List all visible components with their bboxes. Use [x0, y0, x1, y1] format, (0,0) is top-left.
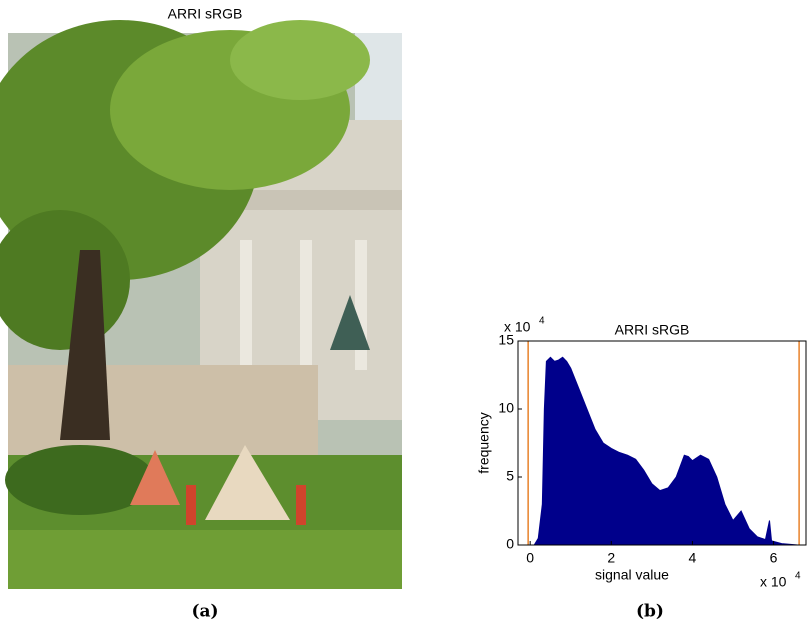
x-axis-label: signal value	[595, 567, 669, 583]
histogram: 0 2 4 6 0 5 10 15 ARRI sRGB signal value frequency…	[476, 316, 807, 622]
y-axis-label: frequency	[476, 412, 492, 473]
multiplier-exp: 4	[795, 571, 801, 582]
x-tick-label: 0	[526, 550, 534, 566]
histogram-area	[530, 356, 798, 546]
y-tick-label: 0	[506, 536, 514, 552]
multiplier-exp: 4	[539, 316, 545, 327]
x-tick-label: 6	[770, 550, 778, 566]
y-tick-label: 15	[498, 332, 514, 348]
y-tick-label: 5	[506, 468, 514, 484]
x-tick-label: 2	[607, 550, 615, 566]
image-title: ARRI sRGB	[168, 6, 243, 22]
photo	[0, 20, 402, 589]
multiplier-base: x 10	[760, 574, 787, 590]
chart-title: ARRI sRGB	[615, 322, 690, 338]
plot-frame	[517, 340, 807, 546]
x-tick-label: 4	[689, 550, 697, 566]
multiplier-base: x 10	[504, 319, 531, 335]
y-tick-label: 10	[498, 400, 514, 416]
caption: (a)	[191, 602, 218, 622]
caption: (b)	[636, 602, 664, 622]
